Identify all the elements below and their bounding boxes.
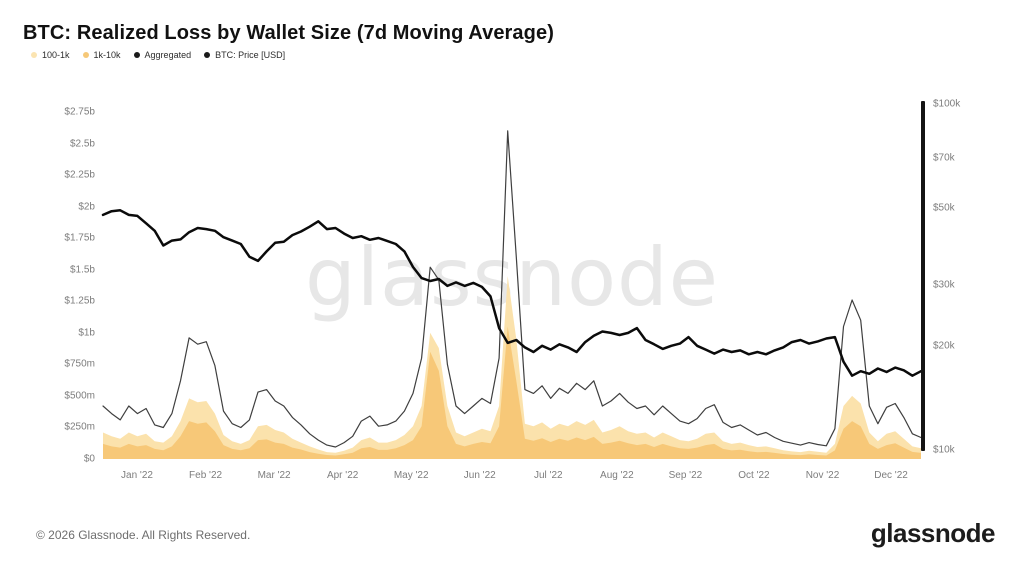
legend-label: 1k-10k	[93, 50, 121, 60]
legend: 100-1k 1k-10k Aggregated BTC: Price [USD…	[31, 50, 285, 60]
x-axis-tick-label: Apr '22	[326, 470, 359, 481]
series-line-aggregated	[102, 130, 922, 448]
legend-label: Aggregated	[144, 50, 192, 60]
y-axis-left-tick-label: $1b	[78, 327, 95, 339]
legend-dot-btc-price	[204, 52, 211, 58]
x-axis-tick-label: Dec '22	[874, 470, 908, 481]
y-axis-right-tick-label: $100k	[933, 98, 961, 110]
y-axis-right-tick-label: $20k	[933, 340, 955, 352]
x-axis-tick-label: Nov '22	[805, 470, 840, 481]
glassnode-logo: glassnode	[870, 518, 996, 548]
legend-item-btc-price[interactable]: BTC: Price [USD]	[204, 50, 285, 60]
chart-title: BTC: Realized Loss by Wallet Size (7d Mo…	[23, 22, 554, 45]
series-line-btc-price-usd-	[101, 209, 923, 377]
y-axis-right-tick-label: $50k	[933, 202, 955, 214]
x-axis-tick-label: Oct '22	[738, 470, 770, 481]
x-axis-tick-label: Jun '22	[463, 470, 496, 481]
x-axis-tick-label: Aug '22	[600, 470, 634, 481]
y-axis-right-tick-label: $30k	[933, 279, 955, 291]
y-axis-right-tick-label: $10k	[933, 444, 955, 456]
x-axis-tick-label: Feb '22	[189, 470, 223, 481]
right-axis-bar	[921, 101, 925, 451]
y-axis-left-tick-label: $1.25b	[64, 295, 95, 307]
y-axis-left-tick-label: $2b	[78, 201, 95, 213]
legend-label: BTC: Price [USD]	[215, 50, 286, 60]
x-axis-tick-label: Mar '22	[257, 470, 291, 481]
y-axis-left-tick-label: $0	[83, 453, 95, 465]
y-axis-left-tick-label: $2.25b	[64, 169, 95, 181]
y-axis-right-tick-label: $70k	[933, 152, 955, 164]
y-axis-left-tick-label: $500m	[64, 390, 95, 402]
y-axis-left-tick-label: $2.75b	[64, 106, 95, 118]
legend-dot-aggregated	[133, 52, 140, 58]
x-axis-tick-label: May '22	[393, 470, 429, 481]
y-axis-left-tick-label: $1.5b	[69, 264, 95, 276]
legend-label: 100-1k	[42, 50, 70, 60]
y-axis-left-tick-label: $750m	[64, 358, 95, 370]
series-area-1k-10k	[103, 326, 921, 459]
legend-dot-1k-10k	[82, 52, 89, 58]
y-axis-left-tick-label: $250m	[64, 421, 95, 433]
x-axis-tick-label: Sep '22	[668, 470, 703, 481]
x-axis-tick-label: Jul '22	[534, 470, 563, 481]
legend-dot-100-1k	[31, 52, 37, 58]
y-axis-left-tick-label: $2.5b	[69, 138, 95, 150]
x-axis-tick-label: Jan '22	[121, 470, 153, 481]
legend-item-aggregated[interactable]: Aggregated	[133, 50, 192, 60]
legend-item-100-1k[interactable]: 100-1k	[31, 50, 70, 60]
copyright-text: © 2026 Glassnode. All Rights Reserved.	[36, 528, 251, 542]
y-axis-left-tick-label: $1.75b	[64, 232, 95, 244]
legend-item-1k-10k[interactable]: 1k-10k	[82, 50, 121, 60]
